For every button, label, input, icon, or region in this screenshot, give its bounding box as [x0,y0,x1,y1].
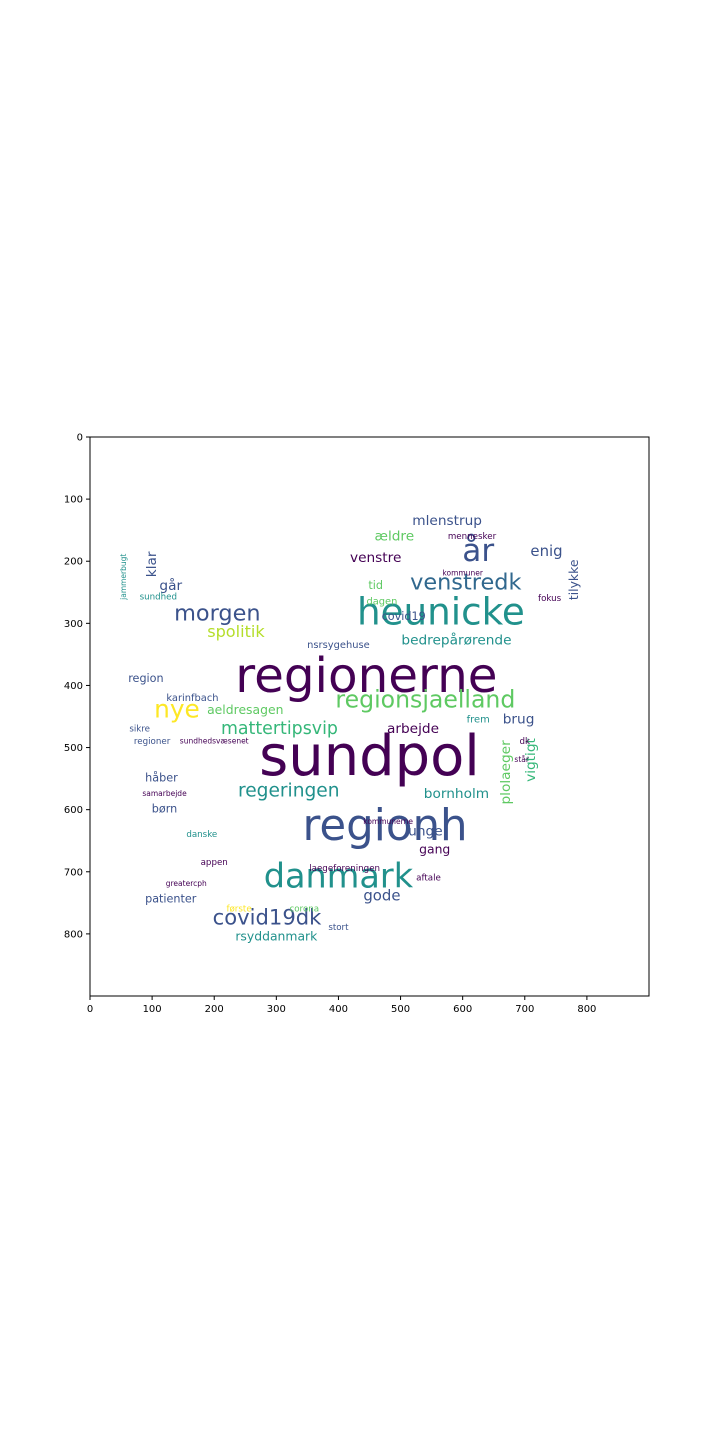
word-19: venstre [350,550,401,566]
word-13: spolitik [207,622,265,641]
word-48: patienter [145,893,197,906]
word-30: karinfbach [166,693,218,704]
word-36: covid19 [382,610,426,623]
word-44: regioner [134,737,171,747]
y-tick-label-1: 100 [64,495,83,506]
word-2: regionh [302,801,467,851]
word-58: første [226,905,251,915]
word-47: appen [201,858,228,868]
word-20: arbejde [387,721,439,737]
word-56: samarbejde [142,789,187,798]
word-51: aftale [416,873,441,883]
y-tick-label-6: 600 [64,805,83,816]
x-tick-label-2: 200 [205,1004,224,1015]
word-3: heunicke [357,590,525,634]
word-34: vigtigt [523,737,539,781]
plot-area: sundpol regionerne regionh heunicke danmark å… [119,513,581,944]
x-tick-label-6: 600 [453,1004,472,1015]
word-6: regionsjaelland [335,685,515,713]
word-32: tilykke [566,560,581,601]
word-12: mattertipsvip [221,719,338,739]
word-61: jammerbugt [119,554,128,601]
word-60: greatercph [166,879,207,888]
plot-frame [89,436,650,997]
word-22: bornholm [424,786,489,802]
word-17: ældre [375,528,415,544]
word-7: venstredk [410,569,521,595]
word-59: corona [289,905,319,915]
word-57: sundhedsvæsenet [180,736,249,745]
y-tick-label-3: 300 [64,619,83,630]
x-tick-label-0: 0 [87,1004,93,1015]
word-24: gode [363,887,400,905]
word-29: region [128,672,163,685]
word-45: sikre [129,724,150,734]
x-tick-label-7: 700 [515,1004,534,1015]
word-33: plolaeger [498,740,514,805]
word-37: dagen [366,597,397,608]
word-41: fokus [538,594,562,604]
word-43: børn [152,803,177,816]
y-tick-label-2: 200 [64,557,83,568]
word-40: kommuner [442,569,483,578]
word-27: klar [144,551,160,577]
word-18: enig [530,542,562,560]
word-1: regionerne [235,648,497,704]
word-8: morgen [174,601,261,627]
word-39: mennesker [448,532,497,542]
word-49: laegeforeningen [309,864,380,874]
word-10: covid19dk [213,904,322,929]
word-31: sundhed [140,593,177,603]
word-50: kommunerne [363,817,413,826]
y-tick-label-4: 400 [64,681,83,692]
word-42: håber [145,772,178,785]
word-15: aeldresagen [207,702,283,717]
word-38: tid [368,579,383,592]
word-5: år [462,532,494,569]
x-tick-label-1: 100 [143,1004,162,1015]
word-55: frem [467,715,490,726]
axes: 0 100 200 300 400 500 600 700 800 0 100 200 300 400 50… [64,433,597,1016]
word-26: rsyddanmark [235,928,318,943]
word-9: nye [154,694,200,723]
y-tick-label-7: 700 [64,867,83,878]
word-14: bedrepårørende [401,632,511,649]
y-tick-label-0: 0 [77,433,83,444]
word-25: gang [419,842,450,857]
x-tick-label-4: 400 [329,1004,348,1015]
word-35: nsrsygehuse [307,640,370,651]
word-11: regeringen [238,781,340,802]
word-21: brug [503,712,535,728]
word-0: sundpol [259,724,480,789]
word-28: går [159,577,182,594]
word-54: står [514,755,529,764]
x-tick-label-5: 500 [391,1004,410,1015]
y-tick-label-8: 800 [64,929,83,940]
word-16: mlenstrup [412,513,482,529]
word-23: unge [408,823,442,839]
word-52: stort [328,923,349,933]
word-4: danmark [264,856,414,895]
x-tick-label-3: 300 [267,1004,286,1015]
x-tick-label-8: 800 [577,1004,596,1015]
word-46: danske [186,830,217,840]
word-53: dk [520,737,531,747]
y-tick-label-5: 500 [64,743,83,754]
